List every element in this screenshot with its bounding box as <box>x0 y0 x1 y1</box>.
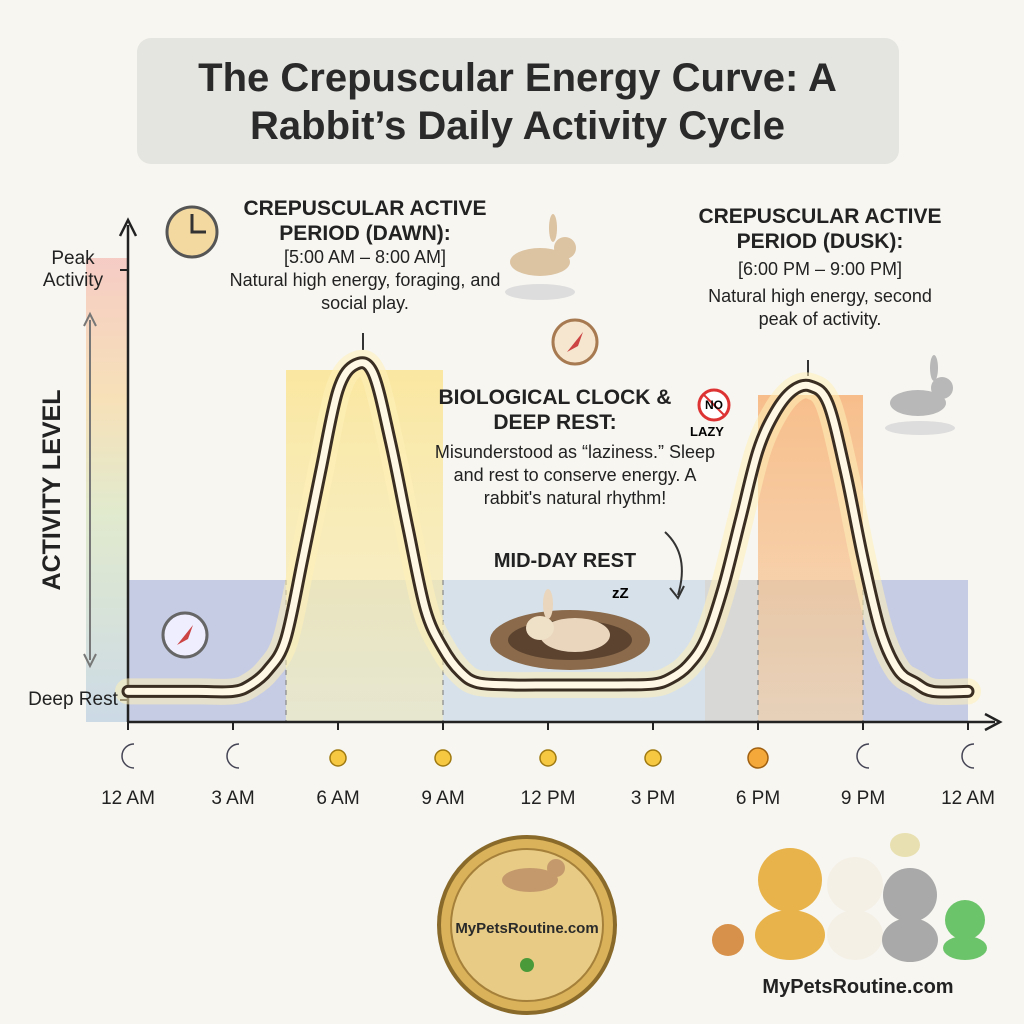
annotation-text: Natural high energy, foraging, and socia… <box>229 270 501 313</box>
x-tick-label: 9 PM <box>840 788 886 809</box>
pointer <box>669 585 685 600</box>
x-axis-arrow <box>984 712 1003 732</box>
snore: zZ <box>612 585 629 602</box>
y-tick-label: Peak Activity <box>42 248 104 291</box>
y-tick-label: Deep Rest <box>28 689 118 710</box>
annotation: BIOLOGICAL CLOCK & DEEP REST: Misunderst… <box>430 385 720 510</box>
badge-top: NO <box>705 398 723 412</box>
y-axis-arrow <box>118 217 138 237</box>
level-gradient <box>86 258 128 722</box>
x-tick-label: 12 PM <box>520 788 576 809</box>
chart-title: The Crepuscular Energy Curve: A Rabbit’s… <box>198 56 837 148</box>
logo: MyPetsRoutine.com <box>437 835 617 1015</box>
badge: NO LAZY <box>690 388 731 439</box>
annotation: CREPUSCULAR ACTIVE PERIOD (DAWN): [5:00 … <box>215 196 515 315</box>
x-tick-label: 12 AM <box>941 788 995 809</box>
running-rabbit <box>885 355 955 435</box>
brand-text: MyPetsRoutine.com <box>762 976 953 998</box>
pet-group <box>712 833 987 962</box>
compass-icon <box>161 611 209 659</box>
clock-icon <box>165 205 219 259</box>
annotation-title: MID-DAY REST <box>493 550 637 572</box>
annotation-text: Misunderstood as “laziness.” Sleep and r… <box>434 442 716 508</box>
activity-curve <box>124 359 972 696</box>
annotation: CREPUSCULAR ACTIVE PERIOD (DUSK): [6:00 … <box>675 204 965 331</box>
logo-text: MyPetsRoutine.com <box>455 920 598 937</box>
x-tick-label: 3 PM <box>630 788 676 809</box>
x-tick-label: 9 AM <box>421 788 465 809</box>
x-tick-label: 6 PM <box>735 788 781 809</box>
annotation-range: [5:00 AM – 8:00 AM] <box>283 247 447 267</box>
x-tick-label: 6 AM <box>316 788 360 809</box>
annotation-range: [6:00 PM – 9:00 PM] <box>737 259 903 279</box>
badge-bottom: LAZY <box>690 424 724 439</box>
time-icons <box>121 743 975 769</box>
y-axis-label: ACTIVITY LEVEL <box>38 390 66 591</box>
running-rabbit <box>505 214 576 300</box>
annotation-title: CREPUSCULAR ACTIVE PERIOD (DUSK): <box>698 205 942 253</box>
level-arrow-heads <box>83 311 97 669</box>
x-tick-label: 3 AM <box>211 788 255 809</box>
x-tick-label: 12 AM <box>101 788 155 809</box>
annotation-title: BIOLOGICAL CLOCK & DEEP REST: <box>438 386 672 434</box>
annotation-title: CREPUSCULAR ACTIVE PERIOD (DAWN): <box>243 197 487 245</box>
annotation-text: Natural high energy, second peak of acti… <box>708 286 932 329</box>
title-box <box>137 38 899 164</box>
compass-icon <box>551 318 599 366</box>
pointer <box>664 531 683 596</box>
sleeping-rabbit: zZ <box>490 585 650 670</box>
